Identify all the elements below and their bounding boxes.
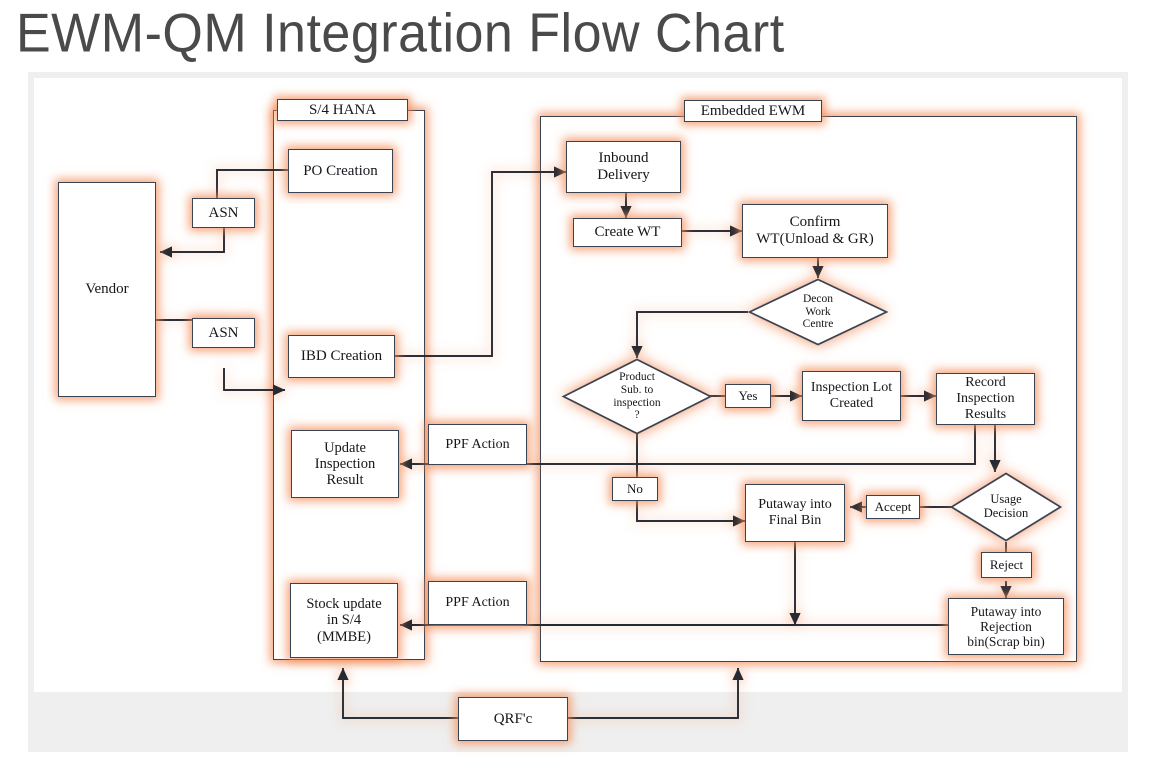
node-ppf-action-bottom-label: PPF Action [445,595,510,611]
node-usage-decision[interactable]: Usage Decision [949,472,1063,542]
node-stock-update[interactable]: Stock update in S/4 (MMBE) [290,583,398,658]
node-ppf-action-top-label: PPF Action [445,436,510,452]
node-reject-label: Reject [989,556,1024,572]
node-yes-label: Yes [738,387,758,403]
node-asn-bottom-label: ASN [208,324,239,341]
node-po-creation[interactable]: PO Creation [288,149,393,193]
node-qrfc[interactable]: QRF'c [458,697,568,741]
node-reject-label-box[interactable]: Reject [981,552,1032,578]
node-yes-label-box[interactable]: Yes [725,384,771,408]
node-inbound-delivery-label-1: Inbound [598,150,649,167]
node-accept-label: Accept [874,498,912,514]
node-no-label-box[interactable]: No [612,477,658,501]
node-decon-work-centre[interactable]: Decon Work Centre [747,278,889,346]
node-accept-label-box[interactable]: Accept [866,495,920,519]
swimlane-s4hana-label: S/4 HANA [277,99,408,121]
node-ibd-creation[interactable]: IBD Creation [288,335,395,378]
node-record-insp-label-1: Record [965,375,1006,391]
node-putaway-final-label-2: Final Bin [768,513,822,528]
page-title: EWM-QM Integration Flow Chart [16,3,785,64]
swimlane-ewm-label: Embedded EWM [684,100,822,122]
node-inspection-lot-label-1: Inspection Lot [810,380,893,396]
node-create-wt-label: Create WT [594,224,661,241]
node-record-insp-label-2: Inspection [956,391,1015,407]
node-ppf-action-bottom[interactable]: PPF Action [428,581,527,625]
node-record-insp-label-3: Results [964,406,1007,422]
node-putaway-reject-label-1: Putaway into [970,603,1042,619]
node-stock-update-label-3: (MMBE) [317,628,371,645]
node-update-insp-label-3: Result [326,472,364,489]
node-inbound-delivery-label-2: Delivery [597,167,650,183]
node-record-inspection-results[interactable]: Record Inspection Results [936,373,1035,425]
node-stock-update-label-2: in S/4 [326,612,362,629]
node-update-insp-label-1: Update [324,439,366,456]
node-putaway-reject-label-3: bin(Scrap bin) [967,634,1045,650]
node-ibd-creation-label: IBD Creation [300,348,383,365]
node-asn-top-label: ASN [208,204,239,221]
node-putaway-rejection-bin[interactable]: Putaway into Rejection bin(Scrap bin) [948,598,1064,655]
node-putaway-reject-label-2: Rejection [980,618,1032,634]
node-create-wt[interactable]: Create WT [573,218,682,247]
node-no-label: No [627,480,643,496]
node-qrfc-label: QRF'c [493,710,533,727]
node-vendor[interactable]: Vendor [58,182,156,397]
node-putaway-final-bin[interactable]: Putaway into Final Bin [745,484,845,542]
node-putaway-final-label-1: Putaway into [758,497,832,513]
node-asn-bottom[interactable]: ASN [192,318,255,348]
node-confirm-wt-label-1: Confirm [789,214,841,231]
node-po-creation-label: PO Creation [303,162,378,179]
node-inspection-lot-created[interactable]: Inspection Lot Created [802,371,901,421]
node-vendor-label: Vendor [85,281,129,298]
node-ppf-action-top[interactable]: PPF Action [428,424,527,465]
node-update-insp-label-2: Inspection [314,455,376,472]
node-product-sub-to-inspection[interactable]: Product Sub. to inspection ? [561,358,713,435]
node-stock-update-label-1: Stock update [306,596,382,613]
node-inspection-lot-label-2: Created [829,396,874,411]
node-inbound-delivery[interactable]: Inbound Delivery [566,141,681,193]
node-confirm-wt[interactable]: Confirm WT(Unload & GR) [742,204,888,258]
node-asn-top[interactable]: ASN [192,198,255,228]
node-confirm-wt-label-2: WT(Unload & GR) [756,231,874,247]
node-update-inspection-result[interactable]: Update Inspection Result [291,430,399,498]
